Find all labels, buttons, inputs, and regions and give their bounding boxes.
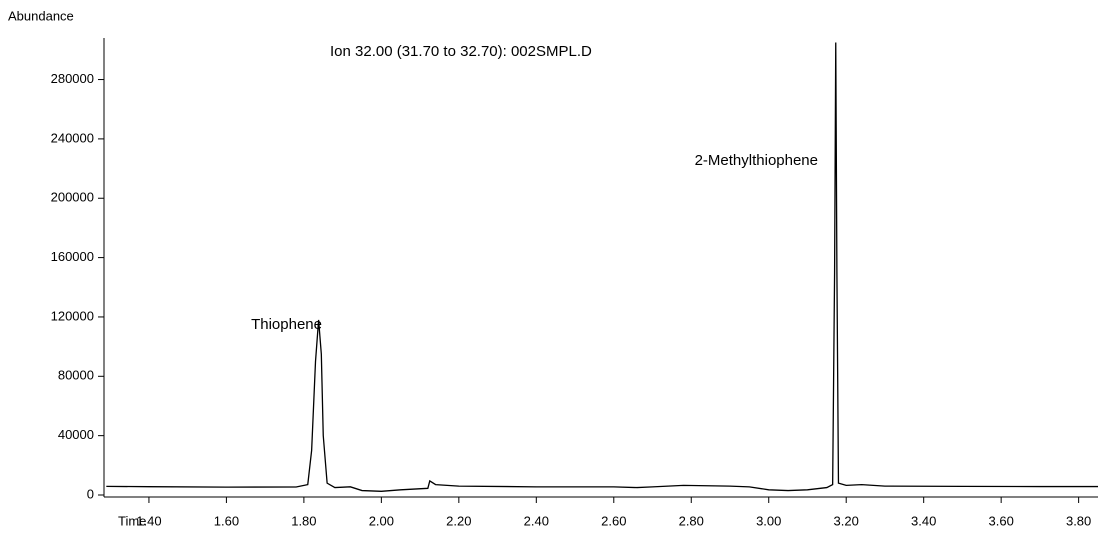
x-tick-label: 1.80 [291, 513, 316, 528]
x-tick-label: 3.80 [1066, 513, 1091, 528]
x-tick-label: 3.00 [756, 513, 781, 528]
x-tick-label: 3.20 [834, 513, 859, 528]
x-tick-label: 1.40 [136, 513, 161, 528]
y-tick-label: 40000 [58, 427, 94, 442]
y-axis-label: Abundance [8, 8, 74, 23]
chart-title: Ion 32.00 (31.70 to 32.70): 002SMPL.D [330, 43, 592, 60]
y-tick-label: 80000 [58, 368, 94, 383]
y-tick-label: 200000 [51, 190, 94, 205]
y-tick-label: 280000 [51, 71, 94, 86]
annotation: Thiophene [251, 316, 322, 333]
x-tick-label: 1.60 [214, 513, 239, 528]
signal-line [106, 42, 1098, 492]
y-tick-label: 160000 [51, 249, 94, 264]
x-tick-label: 3.40 [911, 513, 936, 528]
x-axis-label: Time [118, 513, 146, 528]
annotation: 2-Methylthiophene [695, 152, 818, 169]
x-tick-label: 2.60 [601, 513, 626, 528]
x-tick-label: 2.40 [524, 513, 549, 528]
y-tick-label: 240000 [51, 130, 94, 145]
x-tick-label: 2.00 [369, 513, 394, 528]
y-tick-label: 120000 [51, 308, 94, 323]
x-tick-label: 3.60 [989, 513, 1014, 528]
y-tick-label: 0 [87, 486, 94, 501]
x-tick-label: 2.20 [446, 513, 471, 528]
x-tick-label: 2.80 [679, 513, 704, 528]
